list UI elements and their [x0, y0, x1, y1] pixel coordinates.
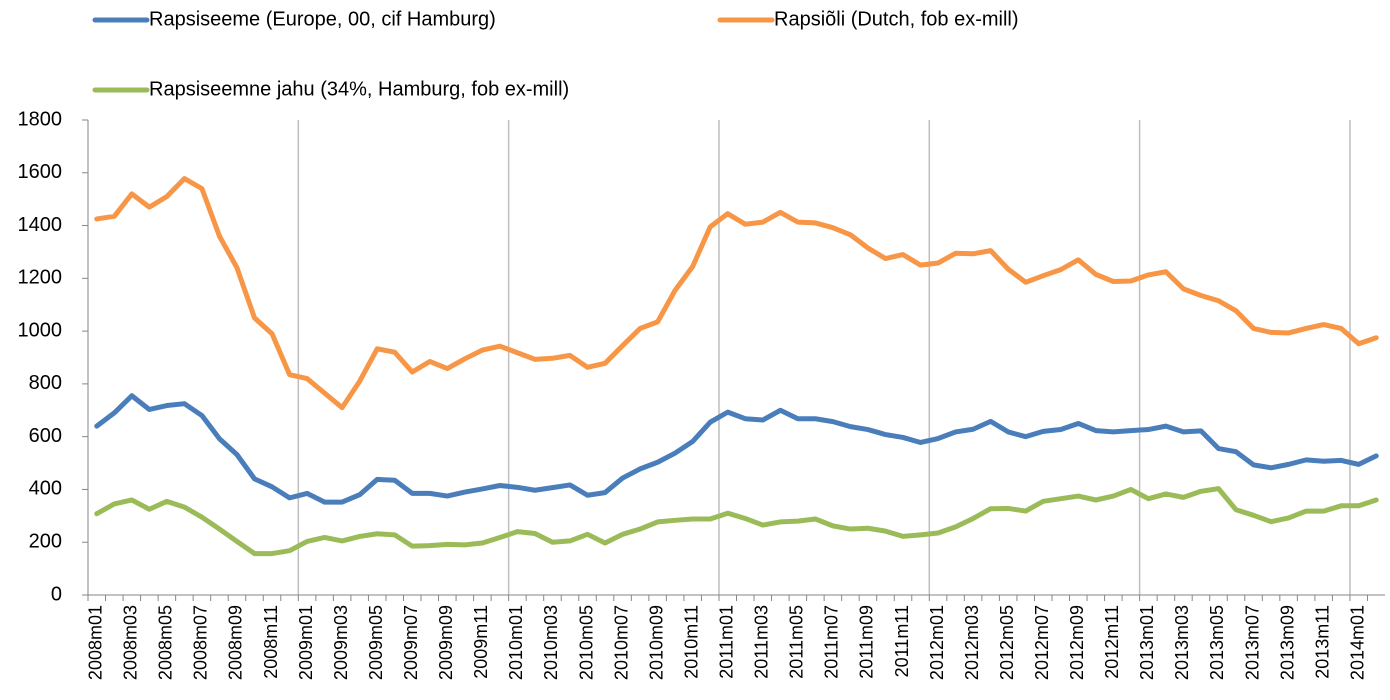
y-tick-label: 1000 [18, 319, 63, 341]
x-tick-label: 2014m01 [1347, 605, 1367, 680]
x-tick-label: 2011m07 [822, 605, 842, 679]
x-tick-label: 2011m03 [752, 605, 772, 679]
x-tick-label: 2008m01 [86, 605, 106, 680]
x-tick-label: 2012m03 [962, 605, 982, 680]
x-tick-label: 2009m07 [401, 605, 421, 680]
x-tick-label: 2009m01 [296, 605, 316, 680]
x-tick-label: 2009m03 [331, 605, 351, 680]
y-tick-label: 400 [29, 478, 62, 500]
x-tick-label: 2011m09 [857, 605, 877, 679]
x-tick-label: 2012m11 [1102, 605, 1122, 679]
x-tick-label: 2010m09 [646, 605, 666, 680]
x-tick-label: 2013m09 [1277, 605, 1297, 680]
y-tick-label: 1800 [18, 108, 63, 130]
series-line [94, 486, 1379, 557]
x-tick-label: 2011m11 [892, 605, 912, 677]
x-tick-label: 2010m05 [576, 605, 596, 680]
x-tick-label: 2009m05 [366, 605, 386, 680]
x-tick-label: 2013m07 [1242, 605, 1262, 680]
x-tick-label: 2008m07 [191, 605, 211, 680]
x-tick-label: 2013m03 [1172, 605, 1192, 680]
y-tick-label: 1600 [18, 161, 63, 183]
x-tick-label: 2010m11 [681, 605, 701, 679]
x-tick-label: 2008m11 [261, 605, 281, 679]
y-tick-label: 800 [29, 372, 62, 394]
x-tick-label: 2012m09 [1067, 605, 1087, 680]
series-line [94, 393, 1379, 505]
y-tick-label: 1400 [18, 214, 63, 236]
x-tick-label: 2010m03 [541, 605, 561, 680]
x-tick-label: 2010m01 [506, 605, 526, 680]
legend-label: Rapsiseeme (Europe, 00, cif Hamburg) [149, 8, 496, 30]
y-tick-label: 1200 [18, 267, 63, 289]
x-tick-label: 2012m07 [1032, 605, 1052, 680]
y-tick-label: 600 [29, 425, 62, 447]
x-tick-label: 2008m09 [226, 605, 246, 680]
x-tick-label: 2013m01 [1137, 605, 1157, 680]
x-tick-label: 2009m11 [471, 605, 491, 679]
x-tick-label: 2012m05 [997, 605, 1017, 680]
x-tick-label: 2011m05 [787, 605, 807, 679]
y-tick-label: 200 [29, 531, 62, 553]
x-tick-label: 2012m01 [927, 605, 947, 680]
x-tick-label: 2009m09 [436, 605, 456, 680]
legend-label: Rapsiõli (Dutch, fob ex-mill) [774, 8, 1019, 30]
x-tick-label: 2013m11 [1312, 605, 1332, 679]
x-tick-label: 2008m05 [156, 605, 176, 680]
x-tick-label: 2010m07 [611, 605, 631, 680]
series-line [94, 176, 1379, 411]
x-tick-label: 2013m05 [1207, 605, 1227, 680]
x-tick-label: 2008m03 [121, 605, 141, 680]
y-tick-label: 0 [51, 583, 62, 605]
x-tick-label: 2011m01 [716, 605, 736, 679]
legend-label: Rapsiseemne jahu (34%, Hamburg, fob ex-m… [149, 78, 569, 100]
